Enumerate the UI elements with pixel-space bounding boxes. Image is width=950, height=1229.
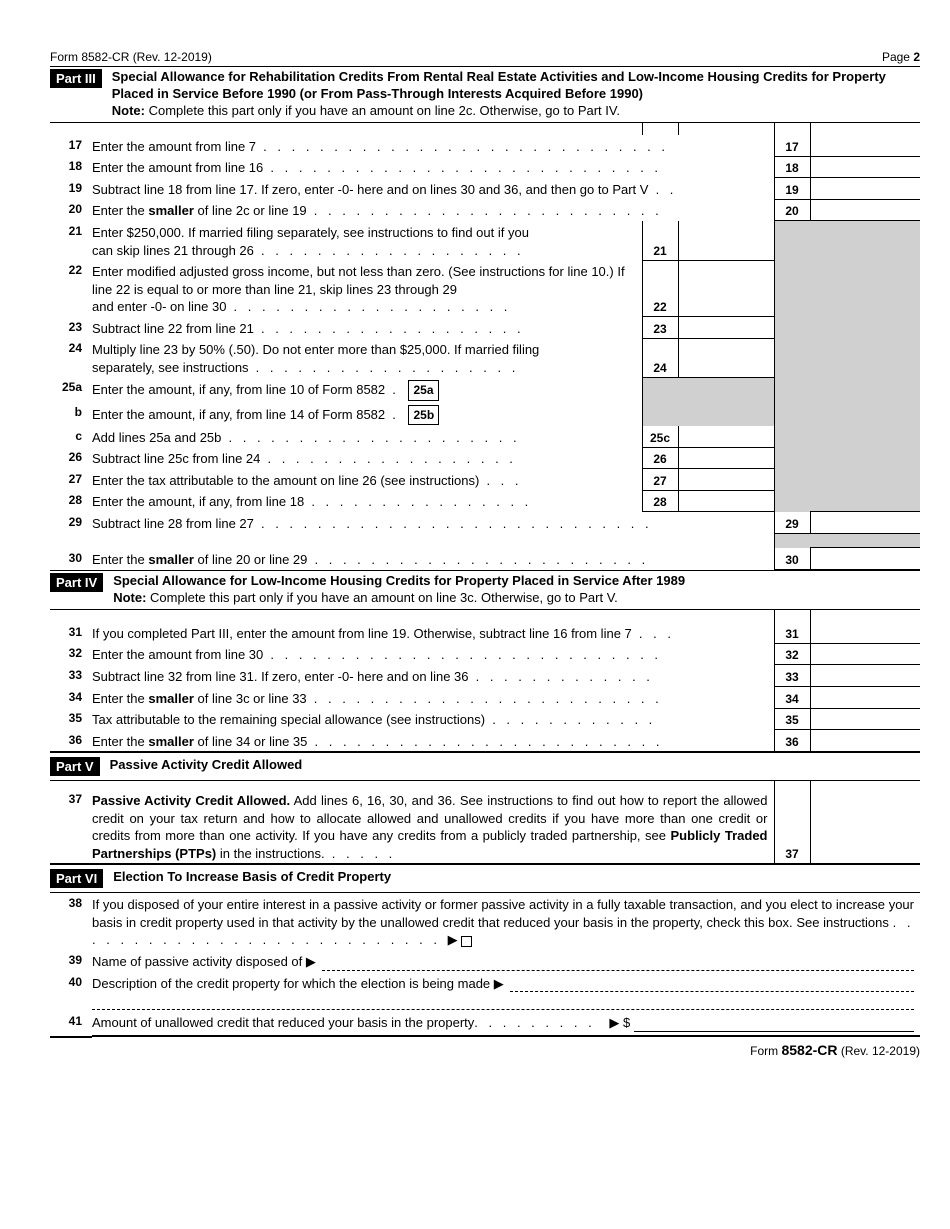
part5-badge: Part V: [50, 757, 100, 776]
amount-34[interactable]: [810, 687, 920, 709]
line-35: 35 Tax attributable to the remaining spe…: [50, 708, 920, 730]
amount-32[interactable]: [810, 643, 920, 665]
amount-37[interactable]: [810, 789, 920, 864]
amount-23[interactable]: [678, 317, 774, 339]
amount-22[interactable]: [678, 260, 774, 317]
line-30: 30 Enter the smaller of line 20 or line …: [50, 548, 920, 570]
line38-checkbox[interactable]: [461, 936, 472, 947]
line39-input[interactable]: [322, 953, 914, 971]
page-header: Form 8582-CR (Rev. 12-2019) Page 2: [50, 50, 920, 67]
line-20: 20 Enter the smaller of line 2c or line …: [50, 199, 920, 221]
part3-header: Part III Special Allowance for Rehabilit…: [50, 67, 920, 123]
amount-19[interactable]: [810, 178, 920, 200]
amount-24[interactable]: [678, 338, 774, 377]
amount-31[interactable]: [810, 622, 920, 644]
amount-17[interactable]: [810, 135, 920, 157]
line-32: 32 Enter the amount from line 30 . . . .…: [50, 643, 920, 665]
amount-18[interactable]: [810, 156, 920, 178]
part3-title: Special Allowance for Rehabilitation Cre…: [112, 69, 886, 101]
part6-badge: Part VI: [50, 869, 103, 888]
line-41: 41 Amount of unallowed credit that reduc…: [50, 1011, 920, 1037]
part3-lines: 17 Enter the amount from line 7 . . . . …: [50, 123, 920, 570]
part6-title: Election To Increase Basis of Credit Pro…: [113, 869, 391, 886]
part4-note: Note: Complete this part only if you hav…: [113, 590, 618, 605]
amount-28[interactable]: [678, 490, 774, 512]
line41-input[interactable]: [634, 1014, 914, 1032]
form-id-header: Form 8582-CR (Rev. 12-2019): [50, 50, 212, 64]
part3-badge: Part III: [50, 69, 102, 88]
amount-35[interactable]: [810, 708, 920, 730]
part4-badge: Part IV: [50, 573, 103, 592]
amount-21[interactable]: [678, 221, 774, 260]
amount-33[interactable]: [810, 665, 920, 687]
amount-36[interactable]: [810, 730, 920, 753]
part5-lines: 37 Passive Activity Credit Allowed. Add …: [50, 781, 920, 865]
line-33: 33 Subtract line 32 from line 31. If zer…: [50, 665, 920, 687]
line-19: 19 Subtract line 18 from line 17. If zer…: [50, 178, 920, 200]
page-footer: Form 8582-CR (Rev. 12-2019): [50, 1038, 920, 1058]
part6-lines: 38 If you disposed of your entire intere…: [50, 893, 920, 1037]
line-18: 18 Enter the amount from line 16 . . . .…: [50, 156, 920, 178]
line-31: 31 If you completed Part III, enter the …: [50, 622, 920, 644]
amount-25c[interactable]: [678, 426, 774, 448]
line-39: 39 Name of passive activity disposed of …: [50, 950, 920, 972]
line-36: 36 Enter the smaller of line 34 or line …: [50, 730, 920, 753]
part4-lines: 31 If you completed Part III, enter the …: [50, 610, 920, 753]
part4-header: Part IV Special Allowance for Low-Income…: [50, 570, 920, 610]
page-number: Page 2: [882, 50, 920, 64]
line-38: 38 If you disposed of your entire intere…: [50, 893, 920, 950]
amount-27[interactable]: [678, 469, 774, 491]
amount-26[interactable]: [678, 447, 774, 469]
line-17: 17 Enter the amount from line 7 . . . . …: [50, 135, 920, 157]
part5-header: Part V Passive Activity Credit Allowed: [50, 753, 920, 781]
part5-title: Passive Activity Credit Allowed: [110, 757, 303, 774]
part6-header: Part VI Election To Increase Basis of Cr…: [50, 865, 920, 893]
line-34: 34 Enter the smaller of line 3c or line …: [50, 687, 920, 709]
line-29: 29 Subtract line 28 from line 27 . . . .…: [50, 512, 920, 534]
line-37: 37 Passive Activity Credit Allowed. Add …: [50, 789, 920, 864]
line-21: 21 Enter $250,000. If married filing sep…: [50, 221, 920, 260]
amount-20[interactable]: [810, 199, 920, 221]
part4-title: Special Allowance for Low-Income Housing…: [113, 573, 685, 588]
form-page: Form 8582-CR (Rev. 12-2019) Page 2 Part …: [0, 0, 950, 1088]
line-40: 40 Description of the credit property fo…: [50, 972, 920, 994]
line40-input-b[interactable]: [92, 996, 914, 1010]
amount-30[interactable]: [810, 548, 920, 570]
line40-input-a[interactable]: [510, 975, 914, 993]
amount-29[interactable]: [810, 512, 920, 534]
line-28: 28 Enter the amount, if any, from line 1…: [50, 490, 920, 512]
part3-note: Note: Complete this part only if you hav…: [112, 103, 620, 118]
